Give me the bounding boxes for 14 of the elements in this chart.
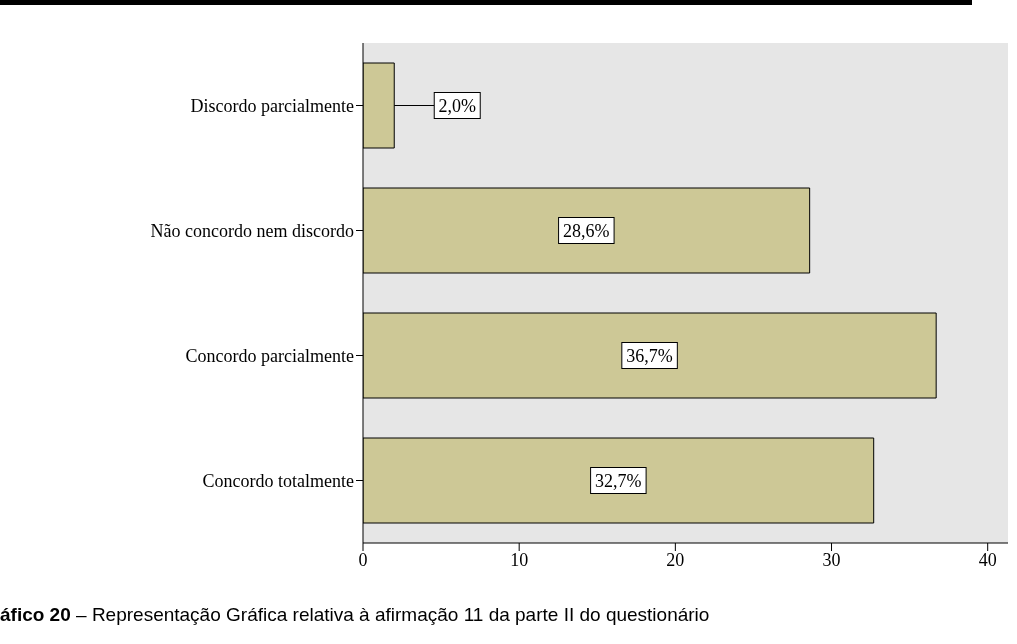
- x-tick-label: 0: [358, 549, 368, 570]
- data-label: 2,0%: [438, 95, 476, 116]
- data-label: 36,7%: [626, 345, 673, 366]
- y-tick-label: Concordo parcialmente: [185, 345, 355, 366]
- data-label: 32,7%: [595, 470, 642, 491]
- text: áfico 20 – Representação Gráfica relativa à afirmação 11 da parte II do questionário: [0, 604, 710, 626]
- y-tick-label: Não concordo nem discordo: [150, 220, 354, 241]
- y-tick-label: Discordo parcialmente: [190, 95, 355, 116]
- x-tick-label: 10: [510, 549, 529, 570]
- x-tick-label: 20: [666, 549, 685, 570]
- x-tick-label: 30: [822, 549, 841, 570]
- data-label: 28,6%: [563, 220, 610, 241]
- y-tick-label: Concordo totalmente: [202, 470, 354, 491]
- x-tick-label: 40: [978, 549, 997, 570]
